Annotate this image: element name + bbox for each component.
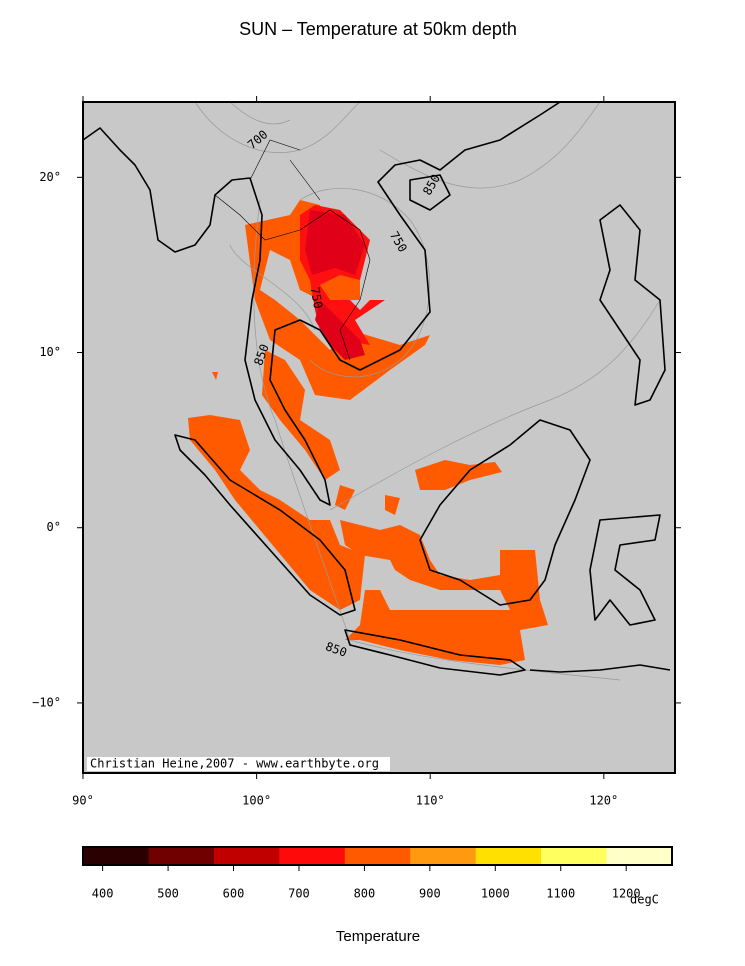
contour-label: 850 [324,639,349,660]
temperature-field [188,200,548,665]
colorbar-segment [344,847,411,865]
colorbar-tick-label: 400 [92,887,114,901]
colorbar-segment [606,847,673,865]
x-tick-label: 110° [416,794,445,808]
colorbar-segment [541,847,608,865]
x-tick-label: 120° [589,794,618,808]
x-tick-label: 90° [72,794,94,808]
coastlines [82,101,671,676]
colorbar-segment [279,847,346,865]
colorbar-tick-label: 1000 [481,887,510,901]
y-tick-label: 20° [39,170,61,184]
colorbar-segment [475,847,542,865]
colorbar-segment [83,847,149,865]
y-tick-label: 10° [39,345,61,359]
colorbar-unit: degC [630,893,659,907]
colorbar-segment [148,847,215,865]
colorbar-tick-label: 1200 [612,887,641,901]
credit: Christian Heine,2007 - www.earthbyte.org [90,757,379,771]
contours [194,101,661,681]
contour-label: 750 [308,286,326,310]
map-background [83,102,675,773]
colorbar-tick-label: 600 [223,887,245,901]
credit-box [87,757,390,771]
x-tick-label: 100° [242,794,271,808]
y-tick-label: −10° [32,695,61,709]
colorbar-segment [410,847,477,865]
colorbar-segment [213,847,280,865]
colorbar-tick-label: 800 [354,887,376,901]
colorbar-tick-label: 700 [288,887,310,901]
colorbar-tick-label: 1100 [546,887,575,901]
map-frame [82,101,676,774]
title: SUN – Temperature at 50km depth [239,19,517,39]
colorbar-frame [82,846,673,866]
y-tick-label: 0° [47,520,61,534]
colorbar-label: Temperature [336,928,420,945]
colorbar-tick-label: 900 [419,887,441,901]
colorbar-tick-label: 500 [157,887,179,901]
contour-label: 850 [251,342,272,367]
